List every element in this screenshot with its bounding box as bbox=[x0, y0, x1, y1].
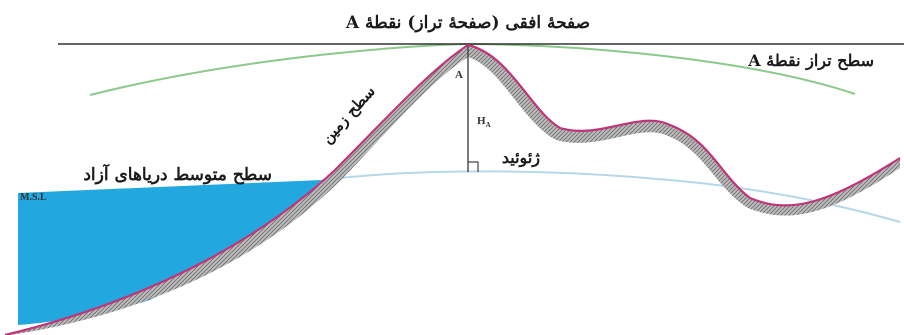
geoid-label: ژئوئید bbox=[502, 148, 540, 168]
ground-surface-line bbox=[4, 43, 901, 335]
geoid-curve bbox=[321, 170, 901, 223]
point-a-label: A bbox=[455, 69, 463, 81]
right-angle-marker bbox=[468, 161, 479, 172]
horizontal-plane-label: صفحهٔ افقی (صفحهٔ تراز) نقطهٔ A bbox=[345, 13, 590, 33]
sea-area bbox=[18, 180, 322, 325]
terrain-band bbox=[5, 45, 900, 335]
mean-sea-level-label: سطح متوسط دریاهای آزاد bbox=[83, 163, 272, 185]
height-symbol: H bbox=[477, 115, 486, 127]
height-subscript: A bbox=[486, 121, 491, 129]
height-symbol-label: HA bbox=[477, 115, 491, 129]
level-surface-label: سطح تراز نقطهٔ A bbox=[747, 51, 874, 71]
msl-abbrev-label: M.S.L bbox=[20, 192, 47, 203]
